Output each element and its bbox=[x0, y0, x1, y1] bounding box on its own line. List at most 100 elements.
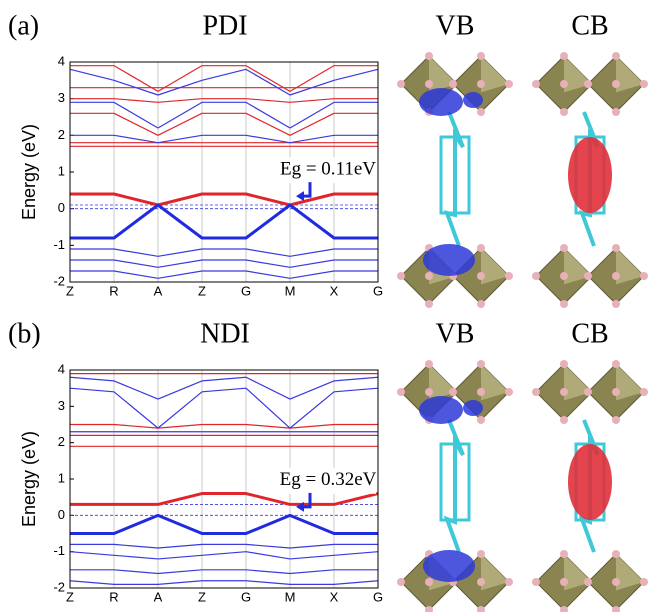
atom bbox=[612, 272, 620, 280]
x-tick-label: A bbox=[154, 283, 163, 298]
y-tick-label: 2 bbox=[58, 434, 65, 449]
molecule-chain bbox=[447, 420, 463, 552]
band bbox=[70, 135, 378, 142]
atom bbox=[449, 80, 457, 88]
x-tick-label: A bbox=[154, 589, 163, 604]
orbital bbox=[423, 244, 475, 276]
atom bbox=[532, 80, 540, 88]
band bbox=[70, 544, 378, 548]
atom bbox=[477, 300, 485, 308]
atom bbox=[612, 108, 620, 116]
y-tick-label: 1 bbox=[58, 470, 65, 485]
orbital bbox=[419, 88, 463, 116]
atom bbox=[477, 388, 485, 396]
atom bbox=[560, 52, 568, 60]
y-tick-label: 3 bbox=[58, 398, 65, 413]
x-tick-label: G bbox=[373, 589, 383, 604]
y-tick-label: 0 bbox=[58, 200, 65, 215]
atom bbox=[584, 578, 592, 586]
atom bbox=[532, 272, 540, 280]
atom bbox=[425, 52, 433, 60]
band bbox=[70, 249, 378, 256]
x-tick-label: X bbox=[330, 283, 339, 298]
atom bbox=[560, 108, 568, 116]
atom bbox=[612, 52, 620, 60]
atom bbox=[477, 244, 485, 252]
atom bbox=[560, 300, 568, 308]
y-tick-label: -1 bbox=[53, 543, 65, 558]
atom bbox=[560, 416, 568, 424]
structure-label: CB bbox=[571, 318, 608, 349]
y-tick-label: -2 bbox=[53, 273, 65, 288]
annotation-arrowhead bbox=[296, 191, 304, 201]
band bbox=[70, 388, 378, 428]
atom bbox=[449, 388, 457, 396]
atom bbox=[505, 578, 513, 586]
y-axis-label: Energy (eV) bbox=[19, 124, 39, 220]
atom bbox=[584, 388, 592, 396]
atom bbox=[584, 272, 592, 280]
atom bbox=[477, 578, 485, 586]
atom bbox=[397, 80, 405, 88]
band bbox=[70, 102, 378, 128]
band bbox=[70, 377, 378, 399]
y-tick-label: -1 bbox=[53, 237, 65, 252]
atom bbox=[612, 416, 620, 424]
annotation: Eg = 0.11eV bbox=[280, 159, 376, 180]
panel-label: (b) bbox=[8, 318, 41, 349]
band bbox=[70, 194, 378, 205]
atom bbox=[425, 578, 433, 586]
atom bbox=[505, 272, 513, 280]
atom bbox=[477, 108, 485, 116]
atom bbox=[477, 416, 485, 424]
atom bbox=[532, 578, 540, 586]
atom bbox=[425, 388, 433, 396]
orbital bbox=[568, 137, 612, 213]
x-tick-label: Z bbox=[66, 283, 74, 298]
x-tick-label: Z bbox=[198, 589, 206, 604]
atom bbox=[425, 360, 433, 368]
band bbox=[70, 205, 378, 238]
atom bbox=[425, 80, 433, 88]
band bbox=[70, 494, 378, 505]
band bbox=[70, 552, 378, 559]
band bbox=[70, 581, 378, 585]
chart-title: PDI bbox=[202, 10, 247, 41]
atom bbox=[397, 578, 405, 586]
y-tick-label: 3 bbox=[58, 90, 65, 105]
y-tick-label: 1 bbox=[58, 163, 65, 178]
atom bbox=[612, 300, 620, 308]
atom bbox=[612, 244, 620, 252]
atom bbox=[560, 272, 568, 280]
atom bbox=[584, 80, 592, 88]
x-tick-label: X bbox=[330, 589, 339, 604]
atom bbox=[612, 360, 620, 368]
atom bbox=[560, 360, 568, 368]
panel-label: (a) bbox=[8, 10, 39, 41]
x-tick-label: G bbox=[241, 589, 251, 604]
atom bbox=[397, 388, 405, 396]
atom bbox=[425, 272, 433, 280]
x-tick-label: Z bbox=[198, 283, 206, 298]
atom bbox=[477, 360, 485, 368]
x-tick-label: Z bbox=[66, 589, 74, 604]
atom bbox=[612, 550, 620, 558]
y-tick-label: 2 bbox=[58, 127, 65, 142]
band bbox=[70, 69, 378, 95]
band bbox=[70, 271, 378, 278]
band bbox=[70, 570, 378, 574]
x-tick-label: G bbox=[373, 283, 383, 298]
structure-label: VB bbox=[436, 10, 475, 41]
y-tick-label: -2 bbox=[53, 579, 65, 594]
atom bbox=[640, 388, 648, 396]
x-tick-label: M bbox=[285, 283, 296, 298]
atom bbox=[640, 80, 648, 88]
x-tick-label: M bbox=[285, 589, 296, 604]
atom bbox=[477, 80, 485, 88]
atom bbox=[560, 80, 568, 88]
atom bbox=[612, 578, 620, 586]
atom bbox=[612, 80, 620, 88]
atom bbox=[477, 272, 485, 280]
atom bbox=[477, 52, 485, 60]
y-axis-label: Energy (eV) bbox=[19, 431, 39, 527]
